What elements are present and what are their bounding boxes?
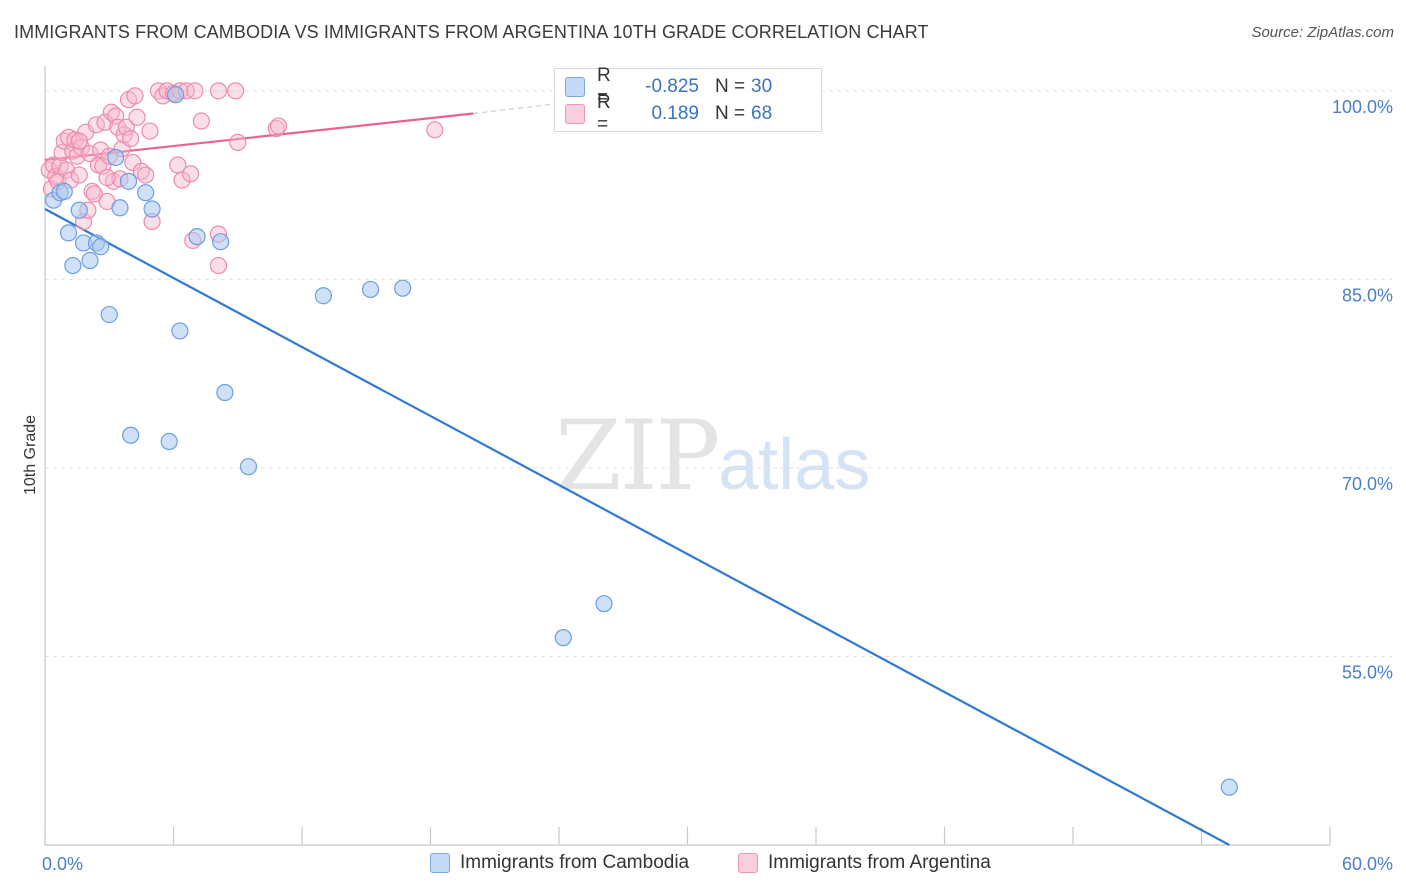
legend-n-value: 68	[751, 103, 773, 124]
cambodia-point	[595, 595, 613, 613]
x-tick-label: 60.0%	[1342, 854, 1393, 874]
argentina-point	[92, 141, 110, 159]
cambodia-point	[216, 383, 234, 402]
cambodia-point	[314, 287, 333, 305]
legend-row-argentina: R = 0.189 N = 68	[565, 92, 791, 135]
cambodia-point	[394, 279, 412, 297]
argentina-trend-extension	[473, 97, 602, 115]
argentina-point	[141, 122, 159, 140]
cambodia-point	[554, 629, 572, 647]
axes	[44, 66, 1331, 846]
argentina-point	[269, 117, 288, 135]
cambodia-trend-line	[44, 208, 1230, 846]
legend-r-label: R =	[597, 65, 611, 108]
legend-item-cambodia[interactable]: Immigrants from Cambodia	[430, 852, 689, 874]
cambodia-point	[1220, 778, 1238, 796]
cambodia-point	[160, 432, 178, 451]
cambodia-point	[111, 199, 129, 217]
argentina-point	[96, 113, 114, 131]
argentina-point	[209, 82, 228, 100]
argentina-point	[57, 161, 76, 179]
source-label: Source: ZipAtlas.com	[1251, 24, 1394, 41]
argentina-point	[94, 157, 112, 175]
cambodia-point	[122, 426, 140, 444]
y-axis-label: 10th Grade	[22, 415, 39, 495]
chart-title: IMMIGRANTS FROM CAMBODIA VS IMMIGRANTS F…	[14, 22, 929, 42]
legend-label-argentina: Immigrants from Argentina	[768, 852, 991, 873]
argentina-point	[229, 133, 247, 151]
legend-swatch-argentina	[738, 853, 758, 873]
cambodia-point	[188, 228, 206, 246]
argentina-point	[137, 166, 155, 184]
stats-legend: R = -0.825 N = 30 R = 0.189 N = 68	[554, 65, 822, 135]
argentina-point	[126, 87, 144, 105]
y-tick-label: 70.0%	[1342, 474, 1393, 494]
argentina-point	[117, 118, 135, 136]
watermark-zip: ZIP	[555, 400, 720, 512]
argentina-point	[192, 112, 210, 130]
legend-n-label: N =	[715, 76, 746, 97]
argentina-point	[83, 182, 101, 201]
cambodia-point	[55, 182, 73, 201]
cambodia-point	[137, 184, 155, 202]
cambodia-point	[171, 322, 189, 340]
argentina-point	[182, 165, 200, 183]
legend-row-cambodia: R = -0.825 N = 30	[565, 65, 791, 108]
argentina-point	[426, 121, 444, 139]
argentina-point	[81, 145, 99, 163]
legend-r-value: 0.189	[651, 103, 699, 124]
legend-n-label: N =	[715, 103, 746, 124]
cambodia-point	[70, 201, 88, 219]
cambodia-point	[100, 305, 118, 324]
cambodia-point	[239, 458, 258, 476]
cambodia-point	[212, 233, 230, 251]
argentina-point	[267, 119, 285, 138]
argentina-point	[70, 166, 88, 184]
legend-r-label: R =	[597, 92, 611, 135]
cambodia-point	[59, 224, 78, 242]
argentina-point	[186, 82, 204, 100]
argentina-point	[128, 108, 146, 126]
argentina-point	[209, 256, 228, 275]
trend-lines	[44, 97, 1230, 846]
watermark: ZIPatlas	[555, 400, 870, 512]
argentina-point	[173, 171, 191, 189]
legend-r-value: -0.825	[645, 76, 699, 97]
cambodia-point	[81, 251, 99, 270]
argentina-point	[122, 130, 140, 148]
argentina-point	[227, 82, 245, 100]
x-tick-labels: 0.0% 60.0%	[42, 854, 1393, 874]
legend-n-value: 30	[751, 76, 773, 97]
legend-item-argentina[interactable]: Immigrants from Argentina	[738, 852, 991, 874]
argentina-point	[70, 132, 88, 150]
argentina-point	[85, 185, 103, 203]
y-tick-labels: 100.0% 85.0% 70.0% 55.0%	[1332, 97, 1393, 683]
legend-swatch-cambodia	[430, 853, 450, 873]
cambodia-point	[107, 148, 125, 167]
cambodia-point	[167, 86, 185, 104]
x-tick-label: 0.0%	[42, 854, 83, 874]
argentina-point	[124, 153, 142, 172]
y-tick-label: 55.0%	[1342, 662, 1393, 682]
argentina-point	[68, 147, 86, 165]
watermark-atlas: atlas	[718, 425, 871, 505]
cambodia-point	[361, 280, 380, 299]
cambodia-points	[44, 86, 1238, 796]
legend-swatch-argentina	[565, 104, 585, 124]
legend-label-cambodia: Immigrants from Cambodia	[460, 852, 690, 873]
cambodia-point	[92, 238, 110, 256]
series-legend: Immigrants from Cambodia Immigrants from…	[0, 852, 1406, 878]
cambodia-point	[119, 172, 138, 190]
legend-swatch-cambodia	[565, 77, 585, 97]
cambodia-point	[143, 200, 161, 218]
y-tick-label: 85.0%	[1342, 285, 1393, 305]
argentina-point	[98, 168, 116, 187]
y-tick-label: 100.0%	[1332, 97, 1393, 117]
cambodia-point	[64, 256, 82, 275]
